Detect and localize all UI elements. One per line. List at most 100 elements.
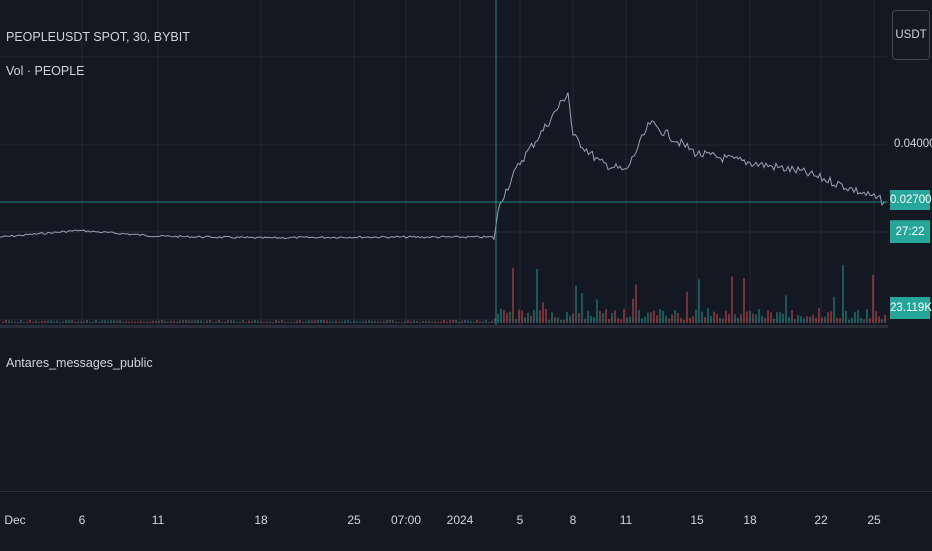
countdown-tag: 27:22 bbox=[890, 220, 930, 243]
volume-legend[interactable]: Vol · PEOPLE bbox=[6, 64, 85, 78]
time-axis[interactable] bbox=[0, 491, 932, 551]
volume-bar bbox=[605, 309, 607, 323]
volume-bar bbox=[599, 311, 601, 323]
volume-bar bbox=[305, 321, 307, 323]
main-chart-pane[interactable]: PEOPLEUSDT SPOT, 30, BYBIT Vol · PEOPLE bbox=[0, 0, 888, 325]
volume-bar bbox=[764, 317, 766, 323]
symbol-legend[interactable]: PEOPLEUSDT SPOT, 30, BYBIT bbox=[6, 30, 190, 44]
volume-bar bbox=[626, 317, 628, 323]
volume-bar bbox=[710, 316, 712, 323]
volume-bar bbox=[287, 321, 289, 323]
grid-lines bbox=[0, 0, 888, 325]
volume-bar bbox=[95, 320, 97, 323]
volume-bar bbox=[689, 318, 691, 323]
volume-bar bbox=[575, 285, 577, 323]
volume-bar bbox=[392, 320, 394, 323]
volume-bar bbox=[722, 318, 724, 323]
volume-bar bbox=[290, 321, 292, 323]
volume-bar bbox=[614, 310, 616, 323]
volume-bar bbox=[278, 321, 280, 323]
volume-bar bbox=[518, 309, 520, 323]
volume-bar bbox=[824, 316, 826, 323]
volume-bar bbox=[119, 320, 121, 323]
volume-bar bbox=[59, 321, 61, 323]
volume-bar bbox=[476, 320, 478, 323]
volume-bar bbox=[23, 321, 25, 323]
indicator-pane[interactable]: Antares_messages_public bbox=[0, 328, 888, 491]
volume-bar bbox=[749, 310, 751, 323]
volume-bar bbox=[404, 321, 406, 323]
volume-bar bbox=[2, 321, 4, 323]
volume-bar bbox=[638, 309, 640, 323]
volume-bar bbox=[239, 321, 241, 323]
volume-bar bbox=[761, 315, 763, 323]
volume-bar bbox=[200, 320, 202, 323]
pane-separator[interactable] bbox=[0, 325, 888, 328]
volume-bar bbox=[506, 312, 508, 323]
volume-bar bbox=[563, 319, 565, 323]
volume-bar bbox=[50, 320, 52, 323]
volume-bar bbox=[356, 321, 358, 323]
volume-bar bbox=[158, 320, 160, 323]
volume-bar bbox=[656, 315, 658, 323]
volume-bar bbox=[341, 321, 343, 323]
volume-bar bbox=[254, 320, 256, 323]
volume-bar bbox=[335, 320, 337, 323]
volume-bar bbox=[542, 302, 544, 323]
volume-bar bbox=[215, 321, 217, 323]
volume-bar bbox=[548, 319, 550, 323]
volume-bar bbox=[578, 313, 580, 323]
volume-bar bbox=[77, 321, 79, 323]
volume-bar bbox=[92, 321, 94, 323]
volume-bar bbox=[791, 310, 793, 323]
time-label-18-jan: 18 bbox=[743, 513, 757, 527]
volume-bar bbox=[296, 320, 298, 323]
volume-bar bbox=[797, 314, 799, 323]
volume-bar bbox=[218, 320, 220, 323]
volume-bar bbox=[743, 278, 745, 323]
volume-bar bbox=[869, 318, 871, 323]
volume-bar bbox=[674, 310, 676, 323]
time-label-5: 5 bbox=[516, 513, 524, 527]
volume-bar bbox=[452, 320, 454, 323]
volume-bar bbox=[389, 320, 391, 323]
volume-bar bbox=[401, 321, 403, 323]
volume-bar bbox=[146, 321, 148, 323]
volume-bar bbox=[740, 314, 742, 323]
volume-bar bbox=[89, 321, 91, 323]
volume-bar bbox=[803, 318, 805, 323]
volume-bar bbox=[485, 320, 487, 323]
volume-bar bbox=[170, 320, 172, 323]
volume-bar bbox=[185, 320, 187, 323]
volume-bar bbox=[20, 320, 22, 323]
volume-bar bbox=[815, 317, 817, 323]
volume-bar bbox=[812, 314, 814, 323]
price-axis[interactable]: 0.04000 bbox=[888, 0, 932, 491]
volume-bar bbox=[635, 284, 637, 323]
volume-bar bbox=[500, 308, 502, 323]
volume-bar bbox=[770, 312, 772, 323]
volume-bar bbox=[845, 311, 847, 323]
volume-bar bbox=[131, 321, 133, 323]
volume-bar bbox=[431, 321, 433, 323]
volume-bar bbox=[317, 320, 319, 323]
volume-bar bbox=[611, 313, 613, 323]
indicator-legend[interactable]: Antares_messages_public bbox=[6, 356, 153, 370]
volume-bar bbox=[728, 313, 730, 323]
volume-tag: 23.119K bbox=[890, 297, 932, 319]
volume-bar bbox=[173, 321, 175, 323]
price-chart[interactable] bbox=[0, 0, 888, 325]
currency-button[interactable]: USDT bbox=[892, 10, 930, 60]
volume-bar bbox=[701, 311, 703, 323]
volume-bar bbox=[323, 320, 325, 323]
volume-bar bbox=[551, 312, 553, 323]
volume-bar bbox=[650, 312, 652, 323]
volume-bar bbox=[527, 312, 529, 323]
volume-bar bbox=[242, 320, 244, 323]
volume-bar bbox=[821, 317, 823, 323]
volume-bar bbox=[362, 321, 364, 323]
volume-bar bbox=[167, 321, 169, 323]
volume-bar bbox=[395, 321, 397, 323]
volume-bar bbox=[299, 320, 301, 323]
volume-bar bbox=[632, 298, 634, 323]
